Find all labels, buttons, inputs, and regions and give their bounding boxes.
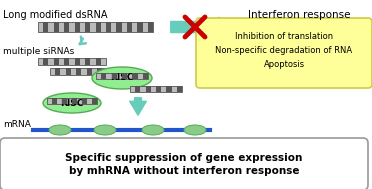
Text: by mhRNA without interferon response: by mhRNA without interferon response bbox=[69, 166, 299, 176]
Ellipse shape bbox=[142, 125, 164, 135]
Bar bbox=[38, 22, 153, 32]
Bar bbox=[143, 73, 148, 79]
Bar bbox=[92, 98, 97, 104]
FancyArrowPatch shape bbox=[130, 98, 146, 115]
Bar bbox=[64, 22, 69, 32]
Bar bbox=[43, 22, 48, 32]
Bar bbox=[38, 58, 106, 65]
Text: Inhibition of translation: Inhibition of translation bbox=[235, 32, 333, 41]
Bar bbox=[55, 68, 61, 75]
Text: Interferon response: Interferon response bbox=[248, 10, 350, 20]
Text: Long modified dsRNA: Long modified dsRNA bbox=[3, 10, 108, 20]
Bar bbox=[156, 86, 161, 92]
Text: Specific suppression of gene expression: Specific suppression of gene expression bbox=[65, 153, 303, 163]
Bar bbox=[87, 68, 92, 75]
Text: Apoptosis: Apoptosis bbox=[263, 60, 305, 69]
Bar bbox=[62, 98, 67, 104]
Bar bbox=[54, 22, 59, 32]
Bar bbox=[64, 58, 70, 65]
Bar bbox=[75, 22, 80, 32]
Bar bbox=[97, 68, 102, 75]
Bar bbox=[75, 58, 80, 65]
Bar bbox=[112, 73, 117, 79]
Ellipse shape bbox=[43, 93, 101, 113]
Bar bbox=[137, 22, 142, 32]
Bar bbox=[101, 73, 106, 79]
Ellipse shape bbox=[92, 67, 152, 89]
Bar bbox=[85, 22, 90, 32]
Bar bbox=[54, 58, 59, 65]
Ellipse shape bbox=[94, 125, 116, 135]
Bar bbox=[132, 73, 138, 79]
Bar bbox=[43, 58, 48, 65]
Bar bbox=[166, 86, 171, 92]
Bar bbox=[96, 58, 101, 65]
Bar bbox=[135, 86, 140, 92]
Bar bbox=[148, 22, 153, 32]
Text: mRNA: mRNA bbox=[3, 120, 31, 129]
Text: RISC: RISC bbox=[60, 98, 84, 108]
Text: multiple siRNAs: multiple siRNAs bbox=[3, 47, 74, 56]
Bar bbox=[82, 98, 87, 104]
Bar bbox=[96, 73, 148, 79]
Bar bbox=[108, 68, 113, 75]
Ellipse shape bbox=[49, 125, 71, 135]
Bar bbox=[116, 22, 122, 32]
Bar bbox=[96, 22, 101, 32]
Bar bbox=[47, 98, 97, 104]
FancyBboxPatch shape bbox=[196, 18, 372, 88]
Bar bbox=[127, 22, 132, 32]
Bar bbox=[145, 86, 151, 92]
FancyBboxPatch shape bbox=[0, 138, 368, 189]
Bar bbox=[52, 98, 57, 104]
Bar bbox=[72, 98, 77, 104]
Bar bbox=[130, 86, 182, 92]
Text: RISC: RISC bbox=[110, 74, 134, 83]
FancyArrowPatch shape bbox=[171, 17, 235, 37]
Bar bbox=[177, 86, 182, 92]
Bar bbox=[85, 58, 90, 65]
Bar bbox=[106, 22, 111, 32]
Bar bbox=[122, 73, 127, 79]
Bar bbox=[66, 68, 71, 75]
Bar bbox=[76, 68, 81, 75]
Text: Non-specific degradation of RNA: Non-specific degradation of RNA bbox=[215, 46, 353, 55]
Bar bbox=[50, 68, 118, 75]
Ellipse shape bbox=[184, 125, 206, 135]
